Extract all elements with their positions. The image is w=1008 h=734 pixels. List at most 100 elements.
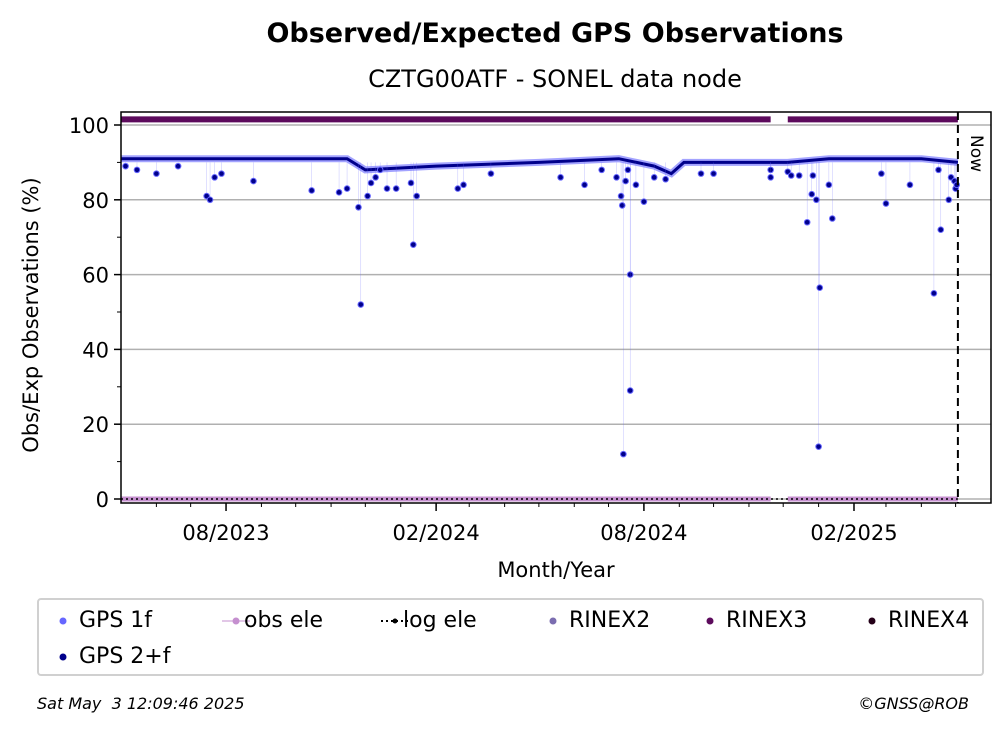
x-axis-label: Month/Year bbox=[497, 558, 615, 582]
gps-2f-point bbox=[175, 163, 181, 169]
gps-2f-point bbox=[204, 193, 209, 199]
legend-item-rinex2: RINEX2 bbox=[547, 608, 650, 633]
legend-marker bbox=[222, 617, 250, 625]
legend-label: RINEX4 bbox=[888, 608, 970, 633]
legend-item-gps-1f: GPS 1f bbox=[57, 608, 152, 633]
x-tick-label: 02/2025 bbox=[810, 521, 897, 545]
gps-2f-point bbox=[619, 203, 625, 208]
x-tick-label: 08/2024 bbox=[600, 521, 687, 545]
gps-2f-point bbox=[154, 171, 159, 176]
gps-2f-point bbox=[804, 219, 810, 225]
gps-2f-point bbox=[408, 180, 414, 186]
y-tick-label: 100 bbox=[69, 114, 109, 138]
gps-2f-point bbox=[365, 193, 370, 199]
gps-2f-point bbox=[614, 175, 619, 180]
gps-2f-point bbox=[309, 188, 314, 193]
gps-2f-point bbox=[931, 291, 937, 296]
footer-timestamp: Sat May 3 12:09:46 2025 bbox=[37, 694, 245, 713]
chart-title: Observed/Expected GPS Observations bbox=[266, 18, 843, 49]
legend-marker bbox=[868, 617, 876, 625]
y-tick-label: 40 bbox=[82, 338, 109, 362]
gps-2f-point bbox=[796, 173, 802, 178]
legend-label: GPS 2+f bbox=[79, 644, 171, 669]
gps-2f-point bbox=[829, 216, 835, 221]
gps-2f-point bbox=[663, 176, 668, 182]
gps-2f-point bbox=[810, 173, 816, 178]
gps-2f-point bbox=[384, 186, 390, 191]
gps-2f-point bbox=[356, 204, 361, 210]
footer-credit: ©GNSS@ROB bbox=[858, 694, 969, 713]
legend-item-rinex4: RINEX4 bbox=[866, 608, 969, 633]
gps-2f-point bbox=[623, 178, 628, 184]
gps-2f-point bbox=[817, 285, 823, 290]
gps-2f-point bbox=[768, 175, 773, 180]
y-tick-label: 80 bbox=[82, 189, 109, 213]
legend-label: log ele bbox=[403, 608, 477, 633]
legend: GPS 1f obs ele log ele RINEX2 RINEX3 RINEX4 GP… bbox=[37, 598, 984, 676]
gps-2f-point bbox=[344, 186, 350, 191]
gps-2f-point bbox=[212, 175, 217, 180]
y-tick-label: 20 bbox=[82, 413, 109, 437]
gps-2f-point bbox=[461, 182, 466, 188]
legend-marker bbox=[549, 617, 557, 625]
legend-label: GPS 1f bbox=[79, 608, 153, 633]
gps-2f-point bbox=[393, 186, 399, 191]
gps-2f-point bbox=[336, 190, 342, 195]
gps-2f-point bbox=[582, 182, 587, 188]
gps-2f-point bbox=[698, 171, 704, 176]
legend-label: obs ele bbox=[244, 608, 324, 633]
gps-2f-point bbox=[938, 227, 944, 233]
y-tick-label: 60 bbox=[82, 264, 109, 288]
legend-item-gps-2-f: GPS 2+f bbox=[57, 644, 170, 669]
gps-2f-point bbox=[627, 388, 633, 393]
legend-marker bbox=[59, 653, 67, 661]
gps-2f-point bbox=[455, 186, 461, 191]
gps-2f-point bbox=[883, 201, 889, 206]
now-label: Now bbox=[966, 135, 986, 172]
chart-subtitle: CZTG00ATF - SONEL data node bbox=[368, 65, 742, 93]
legend-item-obs-ele: obs ele bbox=[222, 608, 323, 633]
gps-2f-point bbox=[410, 242, 416, 247]
gps-2f-point bbox=[948, 175, 954, 180]
gps-2f-point bbox=[785, 169, 791, 175]
gps-2f-point bbox=[368, 180, 374, 186]
gps-2f-point bbox=[123, 163, 128, 169]
y-axis-label: Obs/Exp Observations (%) bbox=[19, 177, 43, 452]
plot-frame bbox=[120, 111, 992, 504]
gps-2f-point bbox=[621, 451, 626, 457]
gps-2f-point bbox=[488, 171, 494, 176]
gps-2f-point bbox=[814, 197, 819, 203]
legend-label: RINEX3 bbox=[726, 608, 808, 633]
gps-2f-point bbox=[558, 175, 563, 180]
gps-2f-point bbox=[633, 182, 639, 188]
gps-2f-point bbox=[358, 302, 364, 307]
x-tick-label: 08/2023 bbox=[182, 521, 269, 545]
gps-2f-point bbox=[788, 173, 794, 178]
legend-item-rinex3: RINEX3 bbox=[704, 608, 807, 633]
x-tick-label: 02/2024 bbox=[392, 521, 479, 545]
gps-2f-point bbox=[373, 175, 378, 180]
legend-item-log-ele: log ele bbox=[381, 608, 477, 633]
gps-2f-point bbox=[414, 193, 420, 199]
gps-2f-point bbox=[816, 444, 821, 449]
gps-2f-line bbox=[121, 157, 959, 176]
gps-2f-point bbox=[879, 171, 884, 176]
gps-2f-point bbox=[711, 171, 716, 176]
gps-2f-point bbox=[641, 199, 647, 204]
gps-2f-point bbox=[946, 197, 952, 203]
gps-2f-point bbox=[651, 175, 657, 180]
gps-2f-point bbox=[219, 171, 224, 176]
gps-2f-point bbox=[618, 193, 624, 199]
legend-marker bbox=[706, 617, 714, 625]
gps-2f-point bbox=[377, 167, 383, 173]
gps-2f-point bbox=[809, 191, 815, 197]
gps-2f-point bbox=[936, 167, 941, 173]
legend-marker bbox=[59, 617, 67, 625]
gps-2f-point bbox=[134, 167, 140, 173]
legend-marker bbox=[381, 618, 409, 624]
gps-2f-point bbox=[207, 197, 213, 203]
gps-2f-point bbox=[251, 178, 256, 184]
y-tick-label: 0 bbox=[96, 488, 109, 512]
gps-2f-point bbox=[826, 182, 832, 188]
